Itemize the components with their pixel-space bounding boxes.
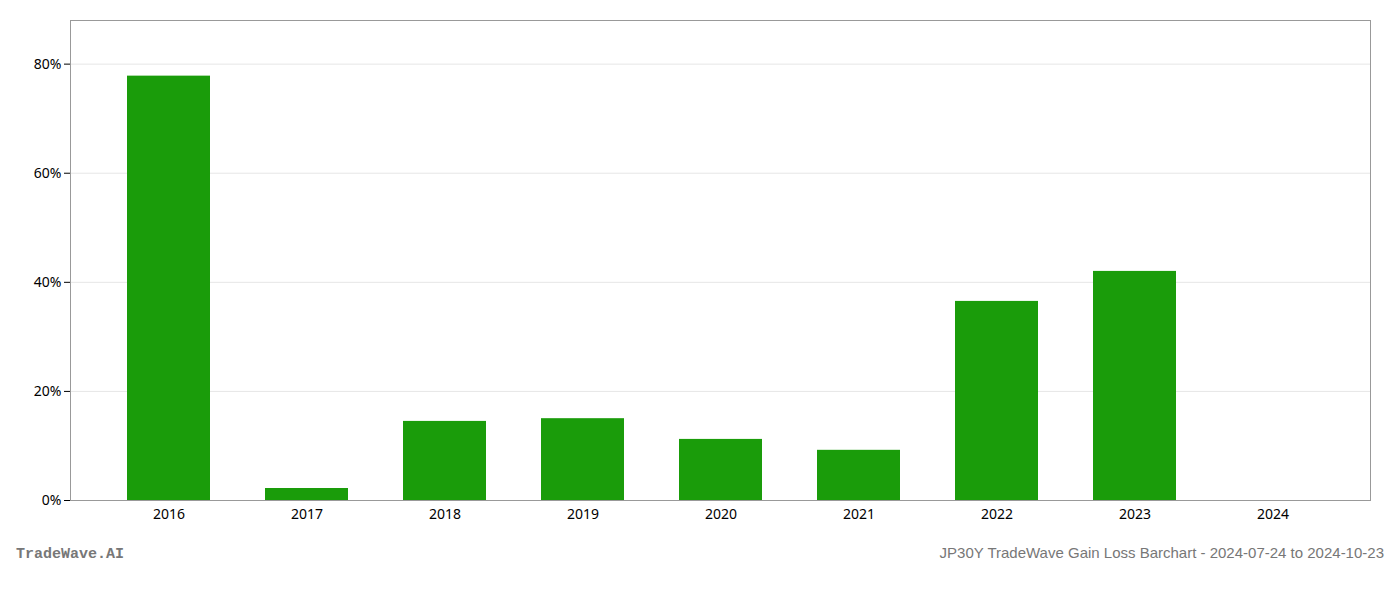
- svg-text:2020: 2020: [705, 504, 737, 523]
- svg-text:40%: 40%: [34, 272, 62, 291]
- svg-text:80%: 80%: [34, 54, 62, 73]
- svg-text:0%: 0%: [42, 490, 62, 509]
- svg-text:2016: 2016: [153, 504, 185, 523]
- html-text:TradeWave.AI: TradeWave.AI: [16, 546, 124, 563]
- svg-text:2024: 2024: [1257, 504, 1289, 523]
- svg-text:20%: 20%: [34, 381, 62, 400]
- svg-text:2019: 2019: [567, 504, 599, 523]
- svg-text:60%: 60%: [34, 163, 62, 182]
- svg-text:2021: 2021: [843, 504, 875, 523]
- svg-text:2017: 2017: [291, 504, 323, 523]
- svg-text:2022: 2022: [981, 504, 1013, 523]
- svg-text:2018: 2018: [429, 504, 461, 523]
- svg-text:2023: 2023: [1119, 504, 1151, 523]
- html-text:JP30Y TradeWave Gain Loss Barc: JP30Y TradeWave Gain Loss Barchart - 202…: [939, 544, 1384, 561]
